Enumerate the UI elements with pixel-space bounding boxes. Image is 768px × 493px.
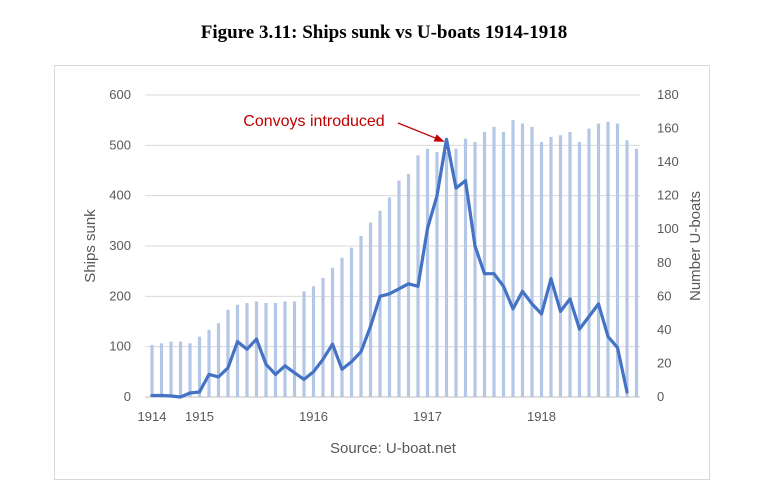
u-boat-bar [378, 210, 382, 397]
source-label: Source: U-boat.net [330, 440, 457, 457]
u-boat-bars [150, 120, 639, 398]
u-boat-bar [425, 148, 430, 397]
u-boat-bar [264, 303, 268, 397]
u-boat-bar [235, 304, 240, 397]
u-boat-bar [520, 123, 525, 398]
u-boat-bar [606, 121, 610, 397]
u-boat-bar [568, 131, 572, 397]
u-boat-bar [473, 141, 477, 397]
right-tick-label: 100 [657, 221, 679, 236]
x-tick-label: 1914 [138, 409, 167, 424]
u-boat-bar [435, 152, 439, 397]
left-tick-label: 400 [109, 188, 131, 203]
u-boat-bar [207, 329, 211, 397]
annotation-arrow [397, 122, 445, 142]
u-boat-bar [169, 341, 173, 397]
u-boat-bar [577, 141, 582, 397]
u-boat-bar [444, 152, 449, 397]
u-boat-bar [549, 136, 553, 397]
u-boat-bar [492, 126, 496, 397]
right-tick-label: 120 [657, 188, 679, 203]
x-tick-label: 1918 [527, 409, 556, 424]
left-tick-label: 600 [109, 87, 131, 102]
u-boat-bar [454, 148, 458, 397]
u-boat-bar [482, 131, 487, 397]
u-boat-bar [539, 141, 544, 397]
u-boat-bar [321, 277, 325, 397]
u-boat-bar [283, 301, 287, 397]
figure-title: Figure 3.11: Ships sunk vs U-boats 1914-… [200, 22, 568, 43]
right-tick-label: 20 [657, 355, 671, 370]
u-boat-bar [178, 341, 183, 397]
u-boat-bar [615, 123, 620, 398]
left-tick-label: 100 [109, 339, 131, 354]
x-tick-label: 1915 [185, 409, 214, 424]
left-tick-label: 0 [124, 389, 131, 404]
x-axis-ticks: 1914 1915 1916 1917 1918 [138, 409, 556, 424]
x-tick-label: 1916 [299, 409, 328, 424]
u-boat-bar [368, 222, 373, 397]
u-boat-bar [625, 140, 629, 398]
u-boat-bar [330, 267, 335, 397]
u-boat-bar [302, 291, 306, 397]
u-boat-bar [416, 155, 420, 397]
u-boat-bar [511, 120, 515, 398]
u-boat-bar [387, 197, 392, 397]
u-boat-bar [311, 286, 316, 397]
u-boat-bar [150, 344, 154, 397]
u-boat-bar [226, 309, 230, 397]
right-tick-label: 60 [657, 288, 671, 303]
u-boat-bar [216, 323, 221, 397]
left-tick-label: 500 [109, 137, 131, 152]
u-boat-bar [349, 247, 354, 397]
u-boat-bar [558, 135, 563, 397]
left-axis-title: Ships sunk [82, 209, 99, 283]
chart-frame [54, 65, 710, 480]
right-tick-label: 40 [657, 322, 671, 337]
right-tick-label: 180 [657, 87, 679, 102]
u-boat-bar [596, 123, 601, 398]
right-tick-label: 160 [657, 121, 679, 136]
u-boat-bar [634, 148, 639, 397]
annotation-label: Convoys introduced [243, 113, 384, 130]
u-boat-bar [254, 301, 259, 397]
u-boat-bar [340, 257, 344, 397]
u-boat-bar [587, 128, 591, 398]
annotation-group: Convoys introduced [243, 113, 445, 142]
left-axis-ticks: 0 100 200 300 400 500 600 [109, 87, 131, 404]
x-tick-label: 1917 [413, 409, 442, 424]
right-tick-label: 0 [657, 389, 664, 404]
right-tick-label: 140 [657, 154, 679, 169]
u-boat-bar [188, 343, 192, 397]
u-boat-bar [359, 235, 363, 397]
right-axis-title: Number U-boats [687, 191, 704, 301]
ships-sunk-line [150, 137, 629, 399]
u-boat-bar [501, 131, 506, 397]
left-tick-label: 200 [109, 288, 131, 303]
right-axis-ticks: 0 20 40 60 80 100 120 140 160 180 [657, 87, 679, 404]
ships-sunk-line-path [150, 137, 629, 399]
u-boat-bar [273, 303, 278, 397]
u-boat-bar [159, 343, 164, 397]
left-tick-label: 300 [109, 238, 131, 253]
u-boat-bar [292, 301, 297, 397]
u-boat-bar [530, 126, 534, 397]
right-tick-label: 80 [657, 255, 671, 270]
u-boat-bar [197, 336, 202, 397]
u-boat-bar [463, 138, 468, 397]
